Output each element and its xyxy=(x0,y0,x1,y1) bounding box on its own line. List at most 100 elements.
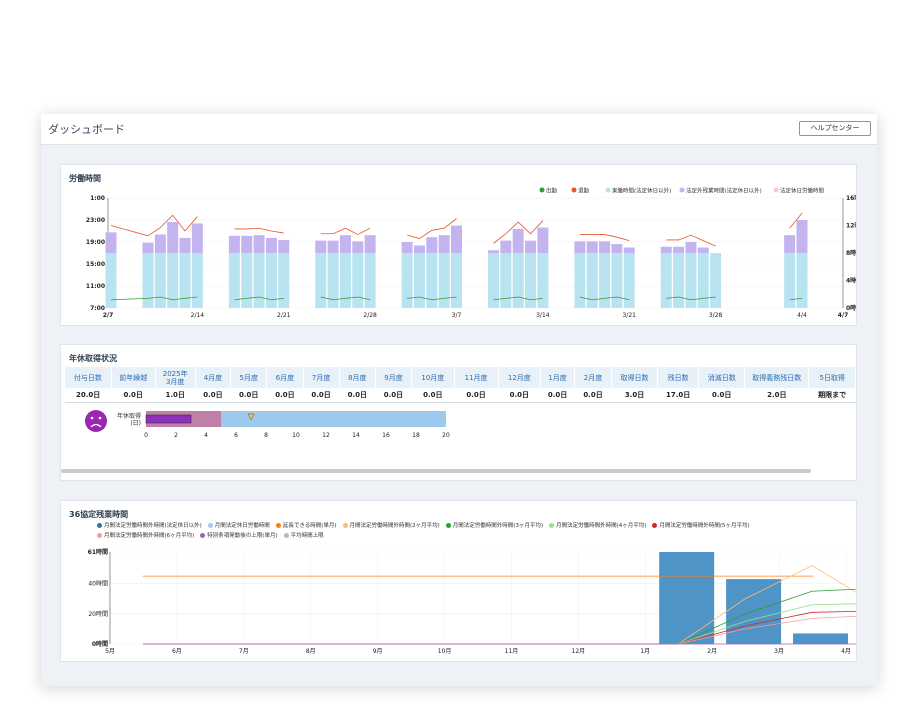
overtime-bar xyxy=(784,235,796,253)
legend-label-1: 退勤 xyxy=(578,187,590,195)
overtime36-legend-item[interactable]: 月間法定休日労働時間 xyxy=(207,521,270,531)
overtime-bar xyxy=(685,242,697,253)
work-hours-chart: 出勤 退勤 実働時間(法定休日以外) 法定外残業時間(法定休日以外) 法定休日労働時間 1… xyxy=(86,187,856,320)
work-bar xyxy=(796,253,808,308)
clock-in-line-6 xyxy=(666,296,716,301)
dashboard-window: ダッシュボード ヘルプセンター 労働時間 出勤 退勤 実働時間(法定休日以外) 法定外… xyxy=(41,114,877,686)
work-bar xyxy=(697,253,709,308)
overtime-bar xyxy=(574,241,586,253)
ot-x-tick-8: 1月 xyxy=(640,648,650,655)
ot-x-tick-9: 2月 xyxy=(707,648,717,655)
ot-x-tick-6: 11月 xyxy=(505,648,519,655)
leave-value-17: 2.0日 xyxy=(744,388,809,403)
legend-dot-icon xyxy=(445,523,451,528)
overtime36-legend-item[interactable]: 月間法定労働時間外時間(4ヶ月平均) xyxy=(549,521,646,531)
legend-dot-icon xyxy=(549,523,555,528)
work-hours-card: 労働時間 出勤 退勤 実働時間(法定休日以外) 法定外残業時間(法定休日以外) 法定休日… xyxy=(60,164,857,326)
leave-bar-tick-4: 8 xyxy=(264,432,268,439)
clock-out-line-7 xyxy=(789,212,803,229)
leave-value-11: 0.0日 xyxy=(498,388,541,403)
horizontal-scrollbar[interactable] xyxy=(61,469,811,473)
overtime36-legend-item[interactable]: 月間法定労働時間外時間(5ヶ月平均) xyxy=(652,521,750,531)
leave-bar-label-0: 年休取得 xyxy=(117,412,141,420)
work-bar xyxy=(142,253,154,308)
overtime-bar xyxy=(450,225,462,253)
y-right-tick-2: 8時間 xyxy=(846,249,856,257)
legend-label-3: 法定外残業時間(法定休日以外) xyxy=(686,187,762,195)
overtime-bar xyxy=(611,244,623,253)
work-hours-title: 労働時間 xyxy=(69,174,101,183)
overtime-bar xyxy=(315,240,327,253)
leave-bar-tick-8: 16 xyxy=(382,432,390,439)
leave-bar-tick-9: 18 xyxy=(412,432,420,439)
x-tick-0: 2/7 xyxy=(103,312,114,319)
ot-x-tick-4: 9月 xyxy=(373,648,383,655)
work-bar xyxy=(574,253,586,308)
ot-x-tick-7: 12月 xyxy=(572,648,586,655)
work-bar xyxy=(339,253,351,308)
work-bar xyxy=(167,253,179,308)
y-left-tick-2: 19:00 xyxy=(86,239,105,246)
leave-bar-tick-1: 2 xyxy=(174,432,178,439)
leave-header-5: 6月度 xyxy=(266,367,304,388)
work-bar xyxy=(488,253,500,308)
ot-y-tick-0: 61時間 xyxy=(88,548,108,556)
legend-dot-icon xyxy=(342,523,348,528)
x-tick-8: 4/4 xyxy=(797,312,807,319)
work-bar xyxy=(586,253,598,308)
x-tick-2: 2/21 xyxy=(277,312,291,319)
overtime-bar xyxy=(426,237,438,253)
legend-label: 月間法定労働時間外時間(4ヶ月平均) xyxy=(556,523,647,529)
leave-header-17: 取得義務残日数 xyxy=(744,367,810,388)
overtime36-legend-item[interactable]: 延長できる時間(単月) xyxy=(275,521,337,531)
work-bar xyxy=(154,253,166,308)
y-left-tick-4: 11:00 xyxy=(86,283,105,290)
leave-value-3: 0.0日 xyxy=(195,388,231,403)
work-bar xyxy=(537,253,549,308)
legend-dot-icon xyxy=(652,523,658,528)
overtime36-legend-item[interactable]: 月間法定労働時間外時間(6ヶ月平均) xyxy=(97,531,194,541)
sad-face-icon xyxy=(85,410,107,432)
overtime-bar xyxy=(327,240,339,253)
overtime36-legend-item[interactable]: 月間法定労働時間外時間(法定休日以外) xyxy=(97,521,202,531)
annual-leave-title: 年休取得状況 xyxy=(69,354,117,363)
work-bar xyxy=(673,253,685,308)
x-tick-7: 3/28 xyxy=(709,312,723,319)
leave-bar-tick-10: 20 xyxy=(442,432,450,439)
legend-label: 延長できる時間(単月) xyxy=(282,523,337,529)
work-bar xyxy=(401,253,413,308)
overtime36-legend-item[interactable]: 月間法定労働時間外時間(3ヶ月平均) xyxy=(445,521,543,531)
x-tick-6: 3/21 xyxy=(622,312,636,319)
legend-dot-icon xyxy=(275,523,281,528)
leave-bar-tick-2: 4 xyxy=(204,432,208,439)
overtime-bar xyxy=(537,227,549,253)
ot-x-tick-3: 8月 xyxy=(306,648,316,655)
legend-dot-icon xyxy=(200,533,206,538)
leave-bar-label-1: (日) xyxy=(130,420,141,427)
overtime36-legend-item[interactable]: 月間法定労働時間外時間(2ヶ月平均) xyxy=(342,521,440,531)
overtime-bar xyxy=(364,235,376,253)
y-left-tick-1: 23:00 xyxy=(86,217,105,224)
clock-in-line-7 xyxy=(789,297,803,301)
overtime36-title: 36協定残業時間 xyxy=(69,510,129,519)
overtime-bar xyxy=(278,239,290,253)
legend-dot-3 xyxy=(679,187,685,193)
x-tick-9: 4/7 xyxy=(838,312,849,319)
overtime36-legend-item[interactable]: 平均時間上限 xyxy=(283,531,324,541)
help-center-button[interactable]: ヘルプセンター xyxy=(799,121,871,136)
work-bar xyxy=(685,253,697,308)
clock-in-line-0 xyxy=(110,296,198,301)
ot-y-tick-1: 40時間 xyxy=(88,580,108,588)
work-bar xyxy=(599,253,611,308)
overtime36-legend: 月間法定労働時間外時間(法定休日以外) 月間法定休日労働時間 延長できる時間(単月)… xyxy=(97,521,827,541)
overtime-bar xyxy=(488,250,500,253)
work-bar xyxy=(413,253,425,308)
annual-leave-table: 付与日数 前年繰越 2025年 3月度 4月度 5月度 6月度 7月度 8月度 9月度 10月度 1… xyxy=(65,367,856,403)
overtime-bar xyxy=(265,237,277,253)
overtime36-legend-item[interactable]: 特別条項発動後の上限(単月) xyxy=(200,531,278,541)
y-left-tick-3: 15:00 xyxy=(86,261,105,268)
work-bar xyxy=(438,253,450,308)
leave-value-16: 0.0日 xyxy=(698,388,745,403)
top-bar: ダッシュボード ヘルプセンター xyxy=(41,114,877,145)
work-bar xyxy=(426,253,438,308)
